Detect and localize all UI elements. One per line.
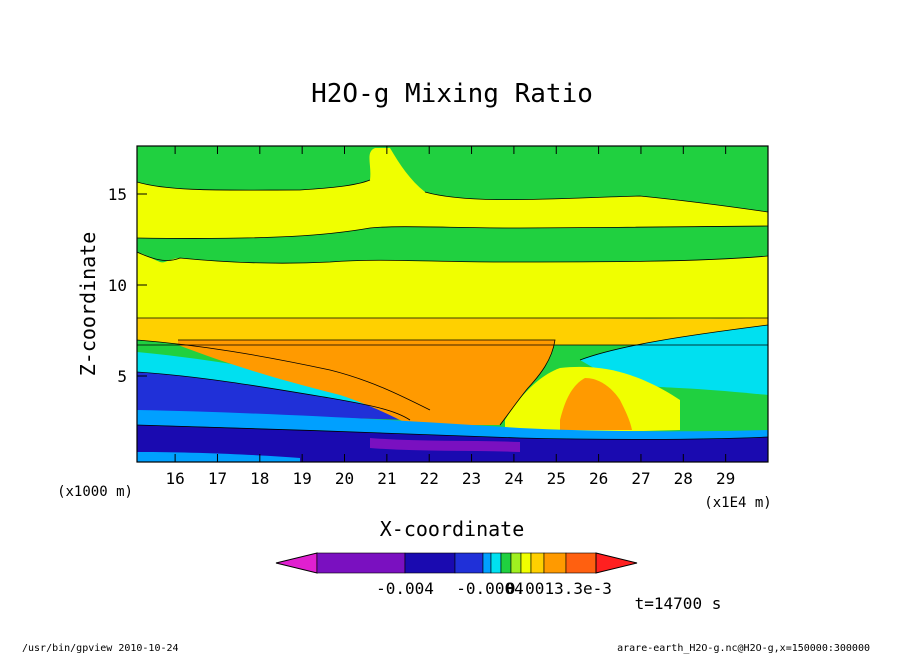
colorbar-segment: [500, 552, 512, 574]
contour-lines: [137, 179, 768, 440]
band-yellow-upper: [137, 148, 768, 239]
band-blue-left: [137, 372, 410, 420]
y-tick-label: 5: [117, 367, 127, 386]
colorbar-label: 3.3e-3: [554, 579, 612, 598]
x-tick-label: 29: [716, 469, 735, 488]
band-lightblue-floor: [137, 452, 300, 462]
y-tick-label: 15: [108, 185, 127, 204]
band-orange-top: [137, 318, 768, 345]
x-axis-units: (x1E4 m): [704, 495, 771, 511]
y-axis-units: (x1000 m): [57, 484, 133, 500]
colorbar: -0.004 -0.0004 0.001 3.3e-3: [275, 552, 638, 598]
x-tick-label: 19: [293, 469, 312, 488]
band-orange-plume: [560, 378, 632, 430]
colorbar-segment: [520, 552, 532, 574]
y-axis-title: Z-coordinate: [76, 232, 100, 377]
colorbar-segment: [565, 552, 597, 574]
y-axis: 15 10 5 Z-coordinate (x1000 m): [57, 185, 147, 500]
y-tick-label: 10: [108, 276, 127, 295]
colorbar-label: -0.004: [376, 579, 434, 598]
colorbar-segment: [316, 552, 406, 574]
colorbar-arrow-high: [595, 552, 638, 574]
colorbar-segment: [404, 552, 456, 574]
x-tick-label: 26: [589, 469, 608, 488]
x-tick-label: 23: [462, 469, 481, 488]
time-label: t=14700 s: [635, 594, 722, 613]
band-purple-patch: [370, 438, 520, 452]
x-axis: 16 17 18 19 20 21 22 23 24 25 26 27 28 29 (x1E4 m) X-…: [165, 146, 772, 541]
colorbar-arrow-low: [275, 552, 318, 574]
band-orange-core: [178, 340, 555, 425]
footer-left: /usr/bin/gpview 2010-10-24: [22, 643, 179, 654]
x-tick-label: 17: [208, 469, 227, 488]
colorbar-segment: [510, 552, 522, 574]
x-tick-label: 20: [335, 469, 354, 488]
x-tick-label: 22: [420, 469, 439, 488]
colorbar-segment: [490, 552, 502, 574]
colorbar-segment: [454, 552, 484, 574]
x-axis-title: X-coordinate: [380, 517, 525, 541]
footer-right: arare-earth_H2O-g.nc@H2O-g,x=150000:3000…: [617, 643, 870, 654]
x-tick-label: 28: [674, 469, 693, 488]
band-yellow-lower: [137, 252, 768, 319]
plot-frame: [136, 145, 769, 463]
colorbar-segment: [482, 552, 492, 574]
band-lightcyan-strip: [137, 410, 768, 440]
x-tick-label: 21: [377, 469, 396, 488]
colorbar-segment: [543, 552, 567, 574]
x-tick-label: 18: [250, 469, 269, 488]
x-tick-label: 24: [504, 469, 523, 488]
x-tick-label: 25: [547, 469, 566, 488]
band-green-mid: [137, 226, 768, 264]
colorbar-label: -0.0004: [456, 579, 523, 598]
contour-field: [137, 146, 768, 462]
colorbar-label: 0.001: [506, 579, 554, 598]
chart-title: H2O-g Mixing Ratio: [311, 79, 593, 109]
colorbar-segment: [530, 552, 545, 574]
x-tick-label: 16: [165, 469, 184, 488]
x-tick-label: 27: [631, 469, 650, 488]
